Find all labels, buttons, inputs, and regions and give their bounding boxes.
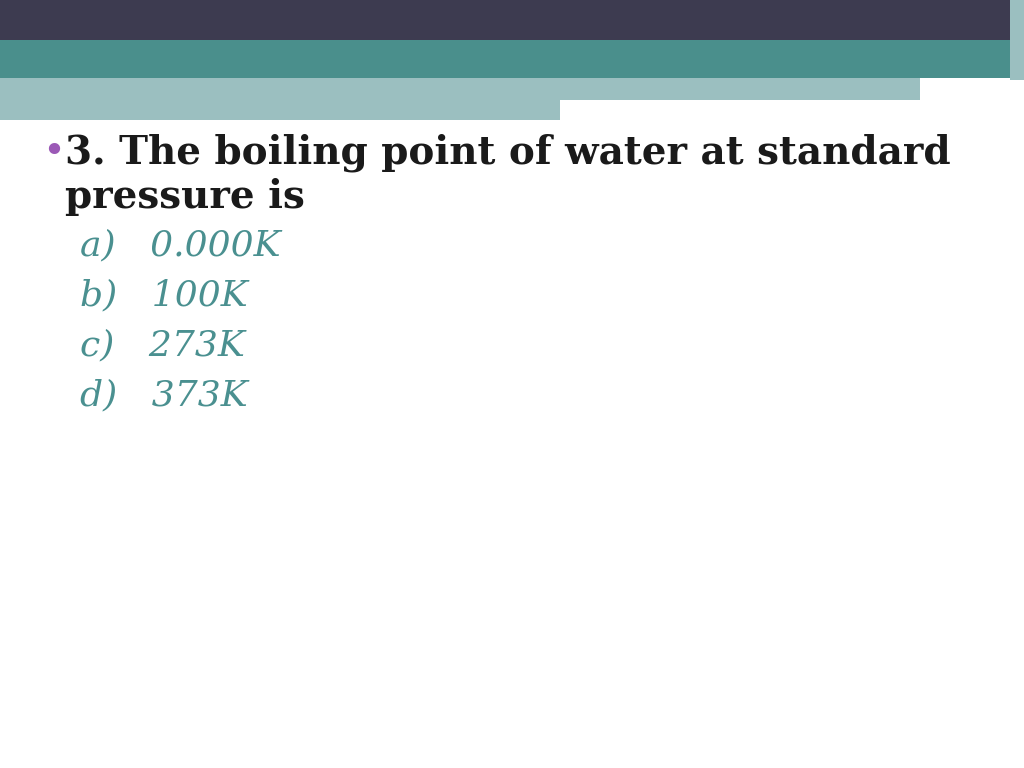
Text: a)   0.000K: a) 0.000K (80, 228, 281, 262)
Bar (0, 0, 1024, 40)
Text: 3. The boiling point of water at standard: 3. The boiling point of water at standar… (65, 133, 950, 171)
Text: pressure is: pressure is (65, 178, 305, 216)
Bar (0, 40, 620, 78)
Text: d)   373K: d) 373K (80, 378, 248, 412)
Text: c)   273K: c) 273K (80, 328, 245, 362)
Bar (1010, 0, 1024, 80)
Text: •: • (42, 133, 65, 171)
Text: b)   100K: b) 100K (80, 278, 248, 312)
Bar (620, 100, 990, 110)
Bar (0, 78, 920, 100)
Bar (0, 100, 560, 120)
Bar (620, 40, 1024, 78)
